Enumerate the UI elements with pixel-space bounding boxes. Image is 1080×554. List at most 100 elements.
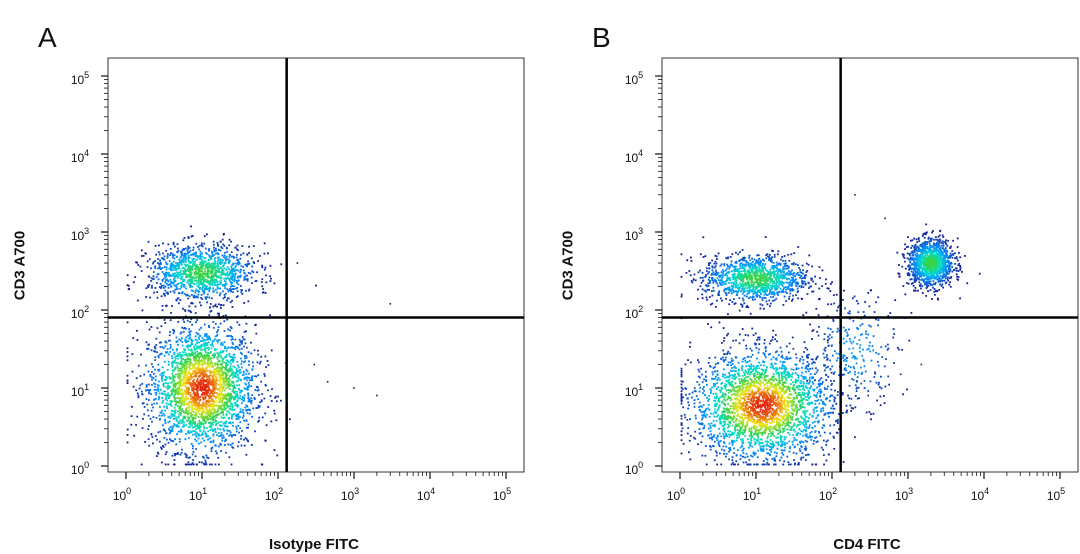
event-dot xyxy=(230,240,232,243)
event-dot xyxy=(231,341,234,344)
event-dot xyxy=(202,422,205,425)
event-dot xyxy=(186,355,189,358)
event-dot xyxy=(169,431,172,434)
event-dot xyxy=(197,416,200,418)
event-dot xyxy=(153,402,156,405)
event-dot xyxy=(229,405,232,408)
event-dot xyxy=(269,314,272,317)
event-dot xyxy=(812,329,815,332)
event-dot xyxy=(787,461,790,464)
event-dot xyxy=(209,371,212,374)
event-dot xyxy=(237,364,239,367)
event-dot xyxy=(228,377,230,380)
event-dot xyxy=(205,405,207,408)
event-dot xyxy=(182,417,185,419)
event-dot xyxy=(248,412,251,415)
event-dot xyxy=(232,287,235,290)
event-dot xyxy=(226,405,229,408)
event-dot xyxy=(211,278,214,281)
event-dot xyxy=(174,417,177,420)
event-dot xyxy=(220,431,223,434)
event-dot xyxy=(211,262,213,265)
event-dot xyxy=(196,289,199,292)
event-dot xyxy=(179,299,182,301)
event-dot xyxy=(709,448,712,451)
event-dot xyxy=(217,329,219,331)
event-dot xyxy=(269,275,272,278)
event-dot xyxy=(140,270,143,272)
event-dot xyxy=(210,381,213,384)
event-dot xyxy=(126,379,129,382)
event-dot xyxy=(186,346,189,349)
event-dot xyxy=(222,436,225,439)
event-dot xyxy=(771,299,774,302)
event-dot xyxy=(836,309,838,312)
event-dot xyxy=(194,296,197,299)
event-dot xyxy=(229,285,232,288)
y-tick-label-b-3: 103 xyxy=(625,226,643,243)
event-dot xyxy=(188,388,191,390)
event-dot xyxy=(233,385,235,388)
event-dot xyxy=(187,345,190,347)
event-dot xyxy=(178,267,181,270)
event-dot xyxy=(165,377,168,380)
event-dot xyxy=(247,426,249,429)
x-tick-label-b-0: 100 xyxy=(667,486,685,503)
event-dot xyxy=(243,378,246,380)
event-dot xyxy=(186,369,188,372)
event-dot xyxy=(191,352,194,354)
event-dot xyxy=(158,286,161,289)
event-dot xyxy=(208,382,211,385)
event-dot xyxy=(725,257,728,259)
event-dot xyxy=(265,281,268,284)
event-dot xyxy=(172,384,175,387)
event-dot xyxy=(184,338,187,341)
event-dot xyxy=(137,394,140,397)
event-dot xyxy=(680,417,683,420)
event-dot xyxy=(680,253,683,256)
event-dot xyxy=(200,389,203,392)
event-dot xyxy=(197,271,200,273)
event-dot xyxy=(233,356,236,359)
event-dot xyxy=(190,443,193,445)
event-dot xyxy=(841,393,844,396)
event-dot xyxy=(246,253,249,256)
event-dot xyxy=(215,288,217,291)
event-dot xyxy=(217,253,220,256)
event-dot xyxy=(273,409,276,412)
event-dot xyxy=(243,271,246,274)
event-dot xyxy=(191,373,194,375)
event-dot xyxy=(164,393,166,396)
event-dot xyxy=(175,400,178,403)
event-dot xyxy=(813,361,816,364)
event-dot xyxy=(158,262,160,265)
event-dot xyxy=(698,370,701,373)
event-dot xyxy=(193,396,195,399)
x-tick-label-a-2: 102 xyxy=(265,486,283,503)
event-dot xyxy=(187,246,190,249)
event-dot xyxy=(184,452,187,455)
event-dot xyxy=(159,418,161,420)
event-dot xyxy=(247,351,250,354)
event-dot xyxy=(196,393,199,396)
event-dot xyxy=(226,266,229,269)
event-dot xyxy=(191,433,194,436)
event-dot xyxy=(870,413,872,415)
event-dot xyxy=(217,283,220,286)
event-dot xyxy=(210,421,213,424)
event-dot xyxy=(207,358,210,360)
event-dot xyxy=(240,342,243,345)
event-dot xyxy=(236,262,239,265)
event-dot xyxy=(164,379,167,382)
event-dot xyxy=(956,237,959,240)
event-dot xyxy=(692,278,695,281)
event-dot xyxy=(758,348,760,351)
event-dot xyxy=(763,463,766,466)
event-dot xyxy=(219,350,222,353)
event-dot xyxy=(158,264,161,266)
event-dot xyxy=(211,375,214,378)
event-dot xyxy=(194,268,197,270)
event-dot xyxy=(680,373,683,376)
event-dot xyxy=(187,348,190,351)
event-dot xyxy=(192,459,194,461)
